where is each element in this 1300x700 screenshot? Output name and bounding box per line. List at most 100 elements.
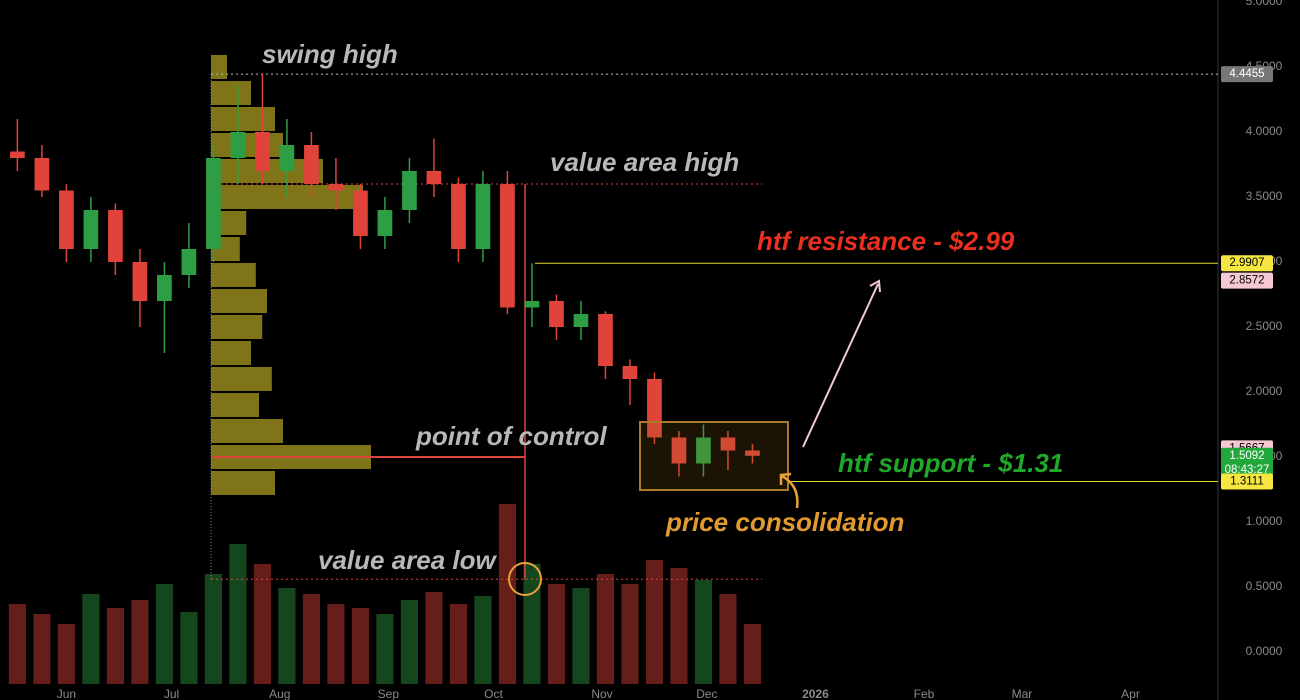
volume-bar [82, 594, 100, 684]
volume-bar [547, 584, 566, 684]
candle-body [402, 171, 417, 210]
profile-bar [211, 55, 227, 79]
volume-bar [33, 614, 51, 684]
y-tick-label: 5.0000 [1246, 0, 1283, 8]
candle-body [524, 301, 540, 308]
consolidation-box [639, 421, 789, 491]
price-tag-label: 4.4455 [1229, 68, 1264, 80]
annotation: point of control [415, 421, 607, 451]
x-tick-label: Jun [57, 687, 76, 700]
annotation: swing high [262, 39, 398, 69]
x-tick-label: Nov [591, 687, 612, 700]
arrow-head [869, 279, 881, 293]
volume-bar [327, 604, 345, 684]
x-tick-label: Feb [914, 687, 935, 700]
volume-bar [645, 560, 664, 684]
profile-bar [211, 263, 256, 287]
candle-body [255, 132, 270, 171]
volume-bar [572, 588, 590, 684]
candle-body [181, 249, 197, 275]
profile-bar [211, 315, 263, 339]
volume-bar [376, 614, 394, 684]
highlight-circle [508, 562, 542, 596]
volume-bar [253, 564, 271, 684]
x-tick-label: Apr [1121, 687, 1140, 700]
profile-bar [211, 471, 275, 495]
arrow-up [802, 283, 879, 448]
volume-bar [425, 592, 443, 684]
volume-bar [278, 588, 296, 684]
volume-bar [106, 608, 124, 684]
candle-body [157, 275, 172, 301]
price-tag-label: 1.3111 [1230, 476, 1263, 488]
x-tick-label: Oct [484, 687, 503, 700]
volume-bar [204, 574, 222, 684]
candle-body [500, 184, 515, 308]
price-tag [1221, 255, 1273, 272]
volume-bar [302, 594, 320, 684]
candle-body [377, 210, 393, 236]
y-tick-label: 0.5000 [1246, 579, 1283, 593]
volume-bar [719, 594, 737, 684]
volume-bar [694, 580, 713, 684]
annotation: htf support - $1.31 [838, 448, 1063, 478]
countdown: 08:43:27 [1225, 464, 1270, 476]
price-tag-label: 2.8572 [1229, 275, 1264, 287]
candle-body [83, 210, 99, 249]
profile-bar [211, 367, 272, 391]
volume-bar [670, 568, 688, 684]
volume-bar [57, 624, 75, 684]
y-tick-label: 4.0000 [1246, 124, 1283, 138]
volume-bar [523, 564, 541, 684]
volume-bar [596, 574, 615, 684]
candle-body [328, 184, 344, 191]
profile-bar [211, 419, 283, 443]
y-tick-label: 0.0000 [1246, 644, 1283, 658]
x-tick-label: Aug [269, 687, 290, 700]
profile-bar [211, 289, 267, 313]
candle-body [34, 158, 50, 191]
annotation: value area low [318, 545, 498, 575]
candle-body [720, 437, 736, 451]
volume-bar [743, 624, 762, 684]
volume-bar [229, 544, 247, 684]
volume-bar [131, 600, 149, 684]
curved-arrow [779, 472, 799, 509]
annotation: value area high [550, 147, 739, 177]
y-tick-label: 3.5000 [1246, 189, 1283, 203]
price-tag-label: 2.9907 [1229, 257, 1264, 269]
volume-bar [155, 584, 173, 684]
y-tick-label: 2.0000 [1246, 384, 1283, 398]
volume-bar [351, 608, 370, 684]
candle-body [622, 366, 638, 379]
candle-body [549, 301, 564, 327]
candle-body [10, 151, 25, 158]
price-tag-label: 1.5092 [1229, 450, 1264, 462]
price-tag [1221, 447, 1273, 478]
volume-bar [449, 604, 468, 684]
volume-bar [621, 584, 639, 684]
candle-body [475, 184, 491, 249]
volume-bar [180, 612, 198, 684]
candle-body [230, 132, 246, 158]
x-tick-label: Mar [1012, 687, 1033, 700]
candle-body [745, 450, 760, 456]
profile-bar [211, 341, 251, 365]
volume-bar [400, 600, 419, 684]
y-tick-label: 2.5000 [1246, 319, 1283, 333]
volume-bar [498, 504, 517, 684]
annotation: htf resistance - $2.99 [757, 226, 1015, 256]
candle-body [451, 184, 466, 249]
x-tick-label: 2026 [802, 687, 829, 700]
x-tick-label: Dec [696, 687, 717, 700]
profile-bar [211, 81, 251, 105]
candle-body [573, 314, 589, 327]
candle-body [304, 145, 319, 184]
x-tick-label: Sep [378, 687, 400, 700]
price-tag [1221, 473, 1273, 490]
candle-body [279, 145, 295, 171]
x-tick-label: Jul [164, 687, 179, 700]
candle-body [108, 210, 123, 262]
profile-bar [211, 393, 259, 417]
